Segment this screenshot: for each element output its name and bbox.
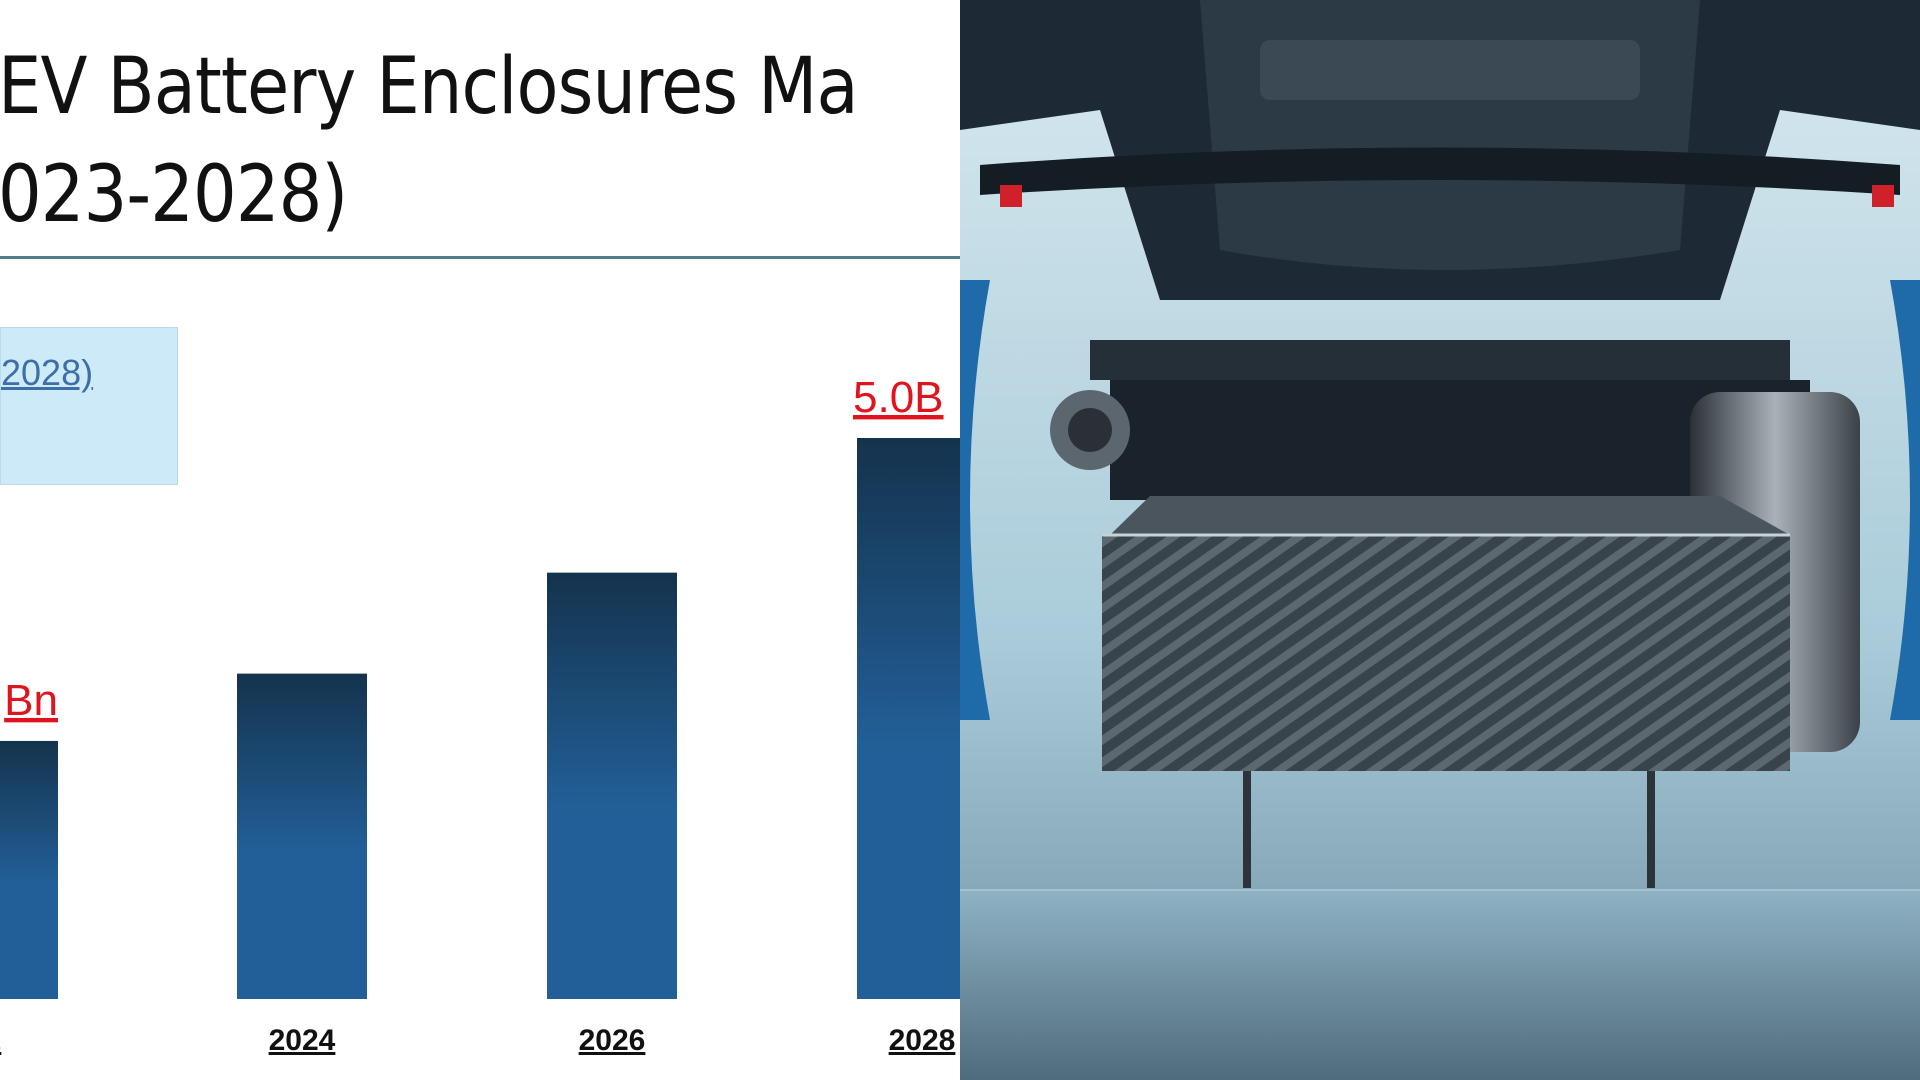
x-tick-label: 2024 [269,1024,336,1057]
title-divider [0,256,960,259]
photo-illustration [960,0,1920,1080]
suspension-arm [980,147,1900,195]
data-label: 5.0B [853,373,944,422]
bar-2026 [547,572,677,999]
bar-2024 [237,673,367,999]
battery-enclosure-photo [960,0,1920,1080]
enclosure-top [1110,496,1790,535]
right-light-icon [1872,185,1894,207]
bar-2 [0,740,58,999]
x-tick-label: 2028 [889,1024,956,1057]
x-tick-label: 2026 [579,1024,646,1057]
chart-title-line-1: EV Battery Enclosures Ma [0,42,859,132]
x-tick-label: 2 [0,1024,1,1057]
support-leg [1243,771,1251,888]
data-label: Bn [4,676,58,725]
left-light-icon [1000,185,1022,207]
bar-chart: 2 Bn 2024 2026 2028 5.0B [0,373,960,1057]
support-leg [1647,771,1655,888]
legend-box: 2028) [0,327,178,485]
bar-2028 [857,438,960,999]
legend-box-text: 2028) [1,352,94,393]
chart-title-line-2: 023-2028) [0,150,348,240]
chart-panel: EV Battery Enclosures Ma 023-2028) 2028)… [0,42,960,1057]
carbon-fiber-enclosure [1102,535,1790,771]
